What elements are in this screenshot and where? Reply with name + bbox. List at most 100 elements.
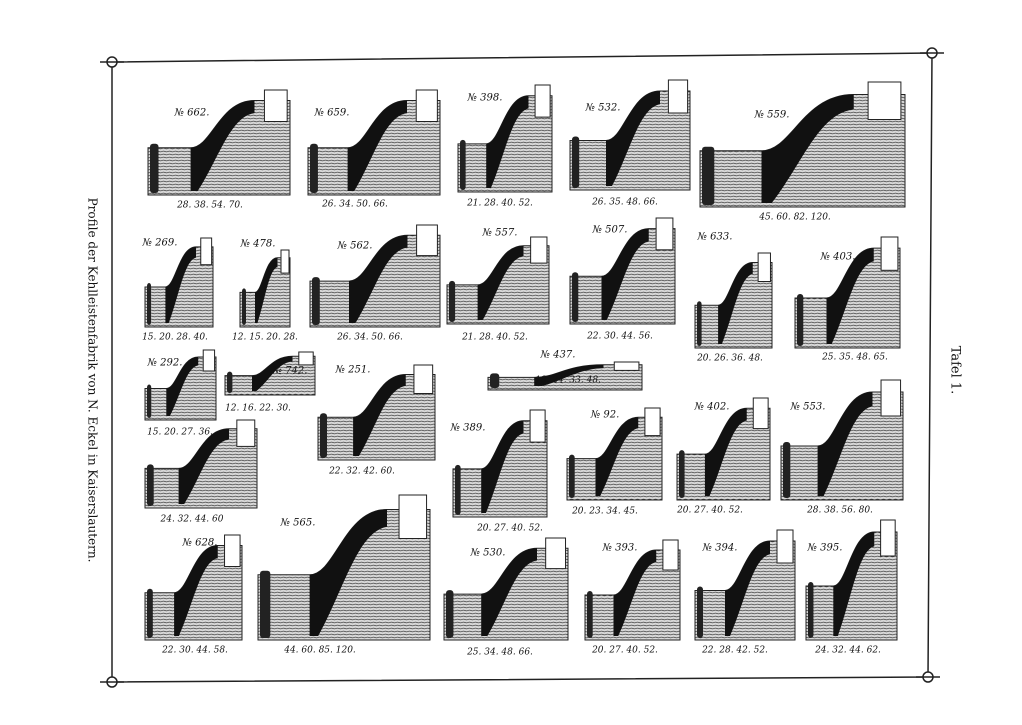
profile: № 398. 21. 28. 40. 52.: [457, 84, 553, 209]
profile-bead: [147, 588, 153, 638]
profile-fillet: [880, 379, 902, 417]
profile-cove: [534, 364, 604, 386]
profile-fillet: [530, 236, 548, 264]
profile-cove: [309, 509, 387, 636]
profile: № 395. 24. 32. 44. 62.: [805, 519, 898, 656]
profile-cove: [704, 408, 747, 496]
profile-sizes: 25. 35. 48. 65.: [821, 353, 888, 363]
profile-fillet: [534, 84, 551, 118]
profile-label: № 403.: [820, 252, 856, 263]
profile-fillet: [415, 89, 438, 122]
profile-label: № 394.: [702, 543, 738, 554]
profiles: № 662. 28. 38. 54. 70. № 659. 26. 34. 50. 6…: [142, 79, 906, 658]
profile-sizes: 22. 30. 44. 56.: [586, 332, 653, 342]
profile: 24. 32. 44. 60: [144, 419, 258, 525]
profile-sizes: 20. 27. 40. 52.: [476, 524, 543, 534]
profile-cove: [595, 417, 639, 496]
profile-label: № 530.: [470, 548, 506, 559]
profile: № 662. 28. 38. 54. 70.: [147, 89, 291, 211]
profile-sizes: 15. 20. 27. 36.: [147, 428, 213, 438]
profile-fillet: [880, 236, 899, 271]
profile-cove: [252, 356, 293, 391]
profile-fillet: [644, 407, 661, 437]
profile-bead: [449, 280, 456, 322]
profile-sizes: 22. 32. 42. 60.: [328, 467, 395, 477]
profile-bead: [572, 272, 579, 322]
profile-fillet: [613, 361, 640, 371]
profile-cove: [165, 246, 196, 323]
profile-sizes: 22. 30. 44. 58.: [161, 646, 228, 656]
profile-label: № 559.: [754, 110, 790, 121]
profile-sizes: 20. 27. 40. 52.: [591, 646, 658, 656]
profile-sizes: 22. 28. 42. 52.: [701, 646, 768, 656]
profile-bead: [147, 464, 154, 506]
profile-fillet: [880, 519, 896, 557]
profile-fillet: [398, 494, 428, 539]
profile-sizes: 45. 60. 82. 120.: [758, 213, 831, 223]
profile-cove: [606, 91, 660, 186]
profile: № 562. 26. 34. 50. 66.: [309, 224, 441, 343]
profile-cove: [481, 548, 537, 636]
profile: № 437. 18. 24. 33. 48.: [487, 350, 643, 391]
profile-cove: [349, 235, 408, 323]
profile-bead: [460, 139, 466, 190]
profile-sizes: 18. 24. 33. 48.: [535, 376, 601, 386]
profile-fillet: [757, 252, 771, 282]
profile-bead: [147, 282, 152, 325]
profile-sizes: 25. 34. 48. 66.: [466, 648, 533, 658]
profile-cove: [347, 100, 407, 191]
profile-cove: [486, 95, 529, 188]
profile-label: № 292.: [147, 358, 183, 369]
profile-sizes: 44. 60. 85. 120.: [283, 646, 356, 656]
profile-label: № 633.: [697, 232, 733, 243]
profile-bead: [490, 373, 500, 388]
profile: № 559. 45. 60. 82. 120.: [699, 81, 906, 223]
profile-sizes: 15. 20. 28. 40.: [142, 333, 208, 343]
profile-cove: [178, 428, 229, 504]
profile-cove: [353, 374, 406, 456]
profile: № 478. 12. 15. 20. 28.: [232, 239, 298, 343]
profile-fillet: [529, 409, 546, 443]
profile-sizes: 12. 16. 22. 30.: [225, 404, 291, 414]
profile-fillet: [280, 249, 290, 274]
profile: № 402. 20. 27. 40. 52.: [676, 397, 771, 516]
profile: № 389. 20. 27. 40. 52.: [450, 409, 548, 534]
corners: [100, 47, 944, 688]
profile-fillet: [413, 364, 434, 394]
plate-number: Tafel 1.: [948, 346, 963, 395]
profile-sizes: 26. 35. 48. 66.: [591, 198, 658, 208]
profile-bead: [227, 371, 233, 393]
profile-sizes: 20. 23. 34. 45.: [571, 507, 638, 517]
profile-label: № 393.: [602, 543, 638, 554]
profile: № 269. 15. 20. 28. 40.: [142, 237, 214, 343]
profile-cove: [761, 94, 854, 203]
profile-cove: [833, 532, 875, 636]
profile-bead: [312, 277, 320, 325]
profile-sizes: 26. 34. 50. 66.: [336, 333, 403, 343]
profile-label: № 565.: [280, 518, 316, 529]
profile-bead: [147, 384, 152, 418]
profile: № 530. 25. 34. 48. 66.: [443, 537, 569, 658]
profile-label: № 659.: [314, 108, 350, 119]
profile-cove: [166, 357, 199, 416]
profile-sizes: 26. 34. 50. 66.: [321, 200, 388, 210]
profile: № 393. 20. 27. 40. 52.: [584, 539, 681, 656]
profile-label: № 269.: [142, 238, 178, 249]
profile-label: № 251.: [335, 365, 371, 376]
profile-bead: [587, 591, 593, 638]
profile-sizes: 20. 26. 36. 48.: [696, 354, 763, 364]
profile-fillet: [667, 79, 689, 114]
profile-bead: [679, 450, 685, 498]
profile-cove: [174, 545, 218, 636]
profile-bead: [455, 464, 461, 515]
profile-fillet: [416, 224, 438, 257]
profile-cove: [817, 392, 873, 496]
profile-label: № 742.: [272, 366, 308, 377]
profile-label: № 92.: [590, 410, 620, 421]
profile-fillet: [662, 539, 679, 571]
profile: № 292. 15. 20. 27. 36.: [144, 349, 217, 438]
profile-fillet: [202, 349, 216, 372]
profile-bead: [572, 136, 580, 188]
profile-label: № 532.: [585, 103, 621, 114]
profile-label: № 395.: [807, 543, 843, 554]
